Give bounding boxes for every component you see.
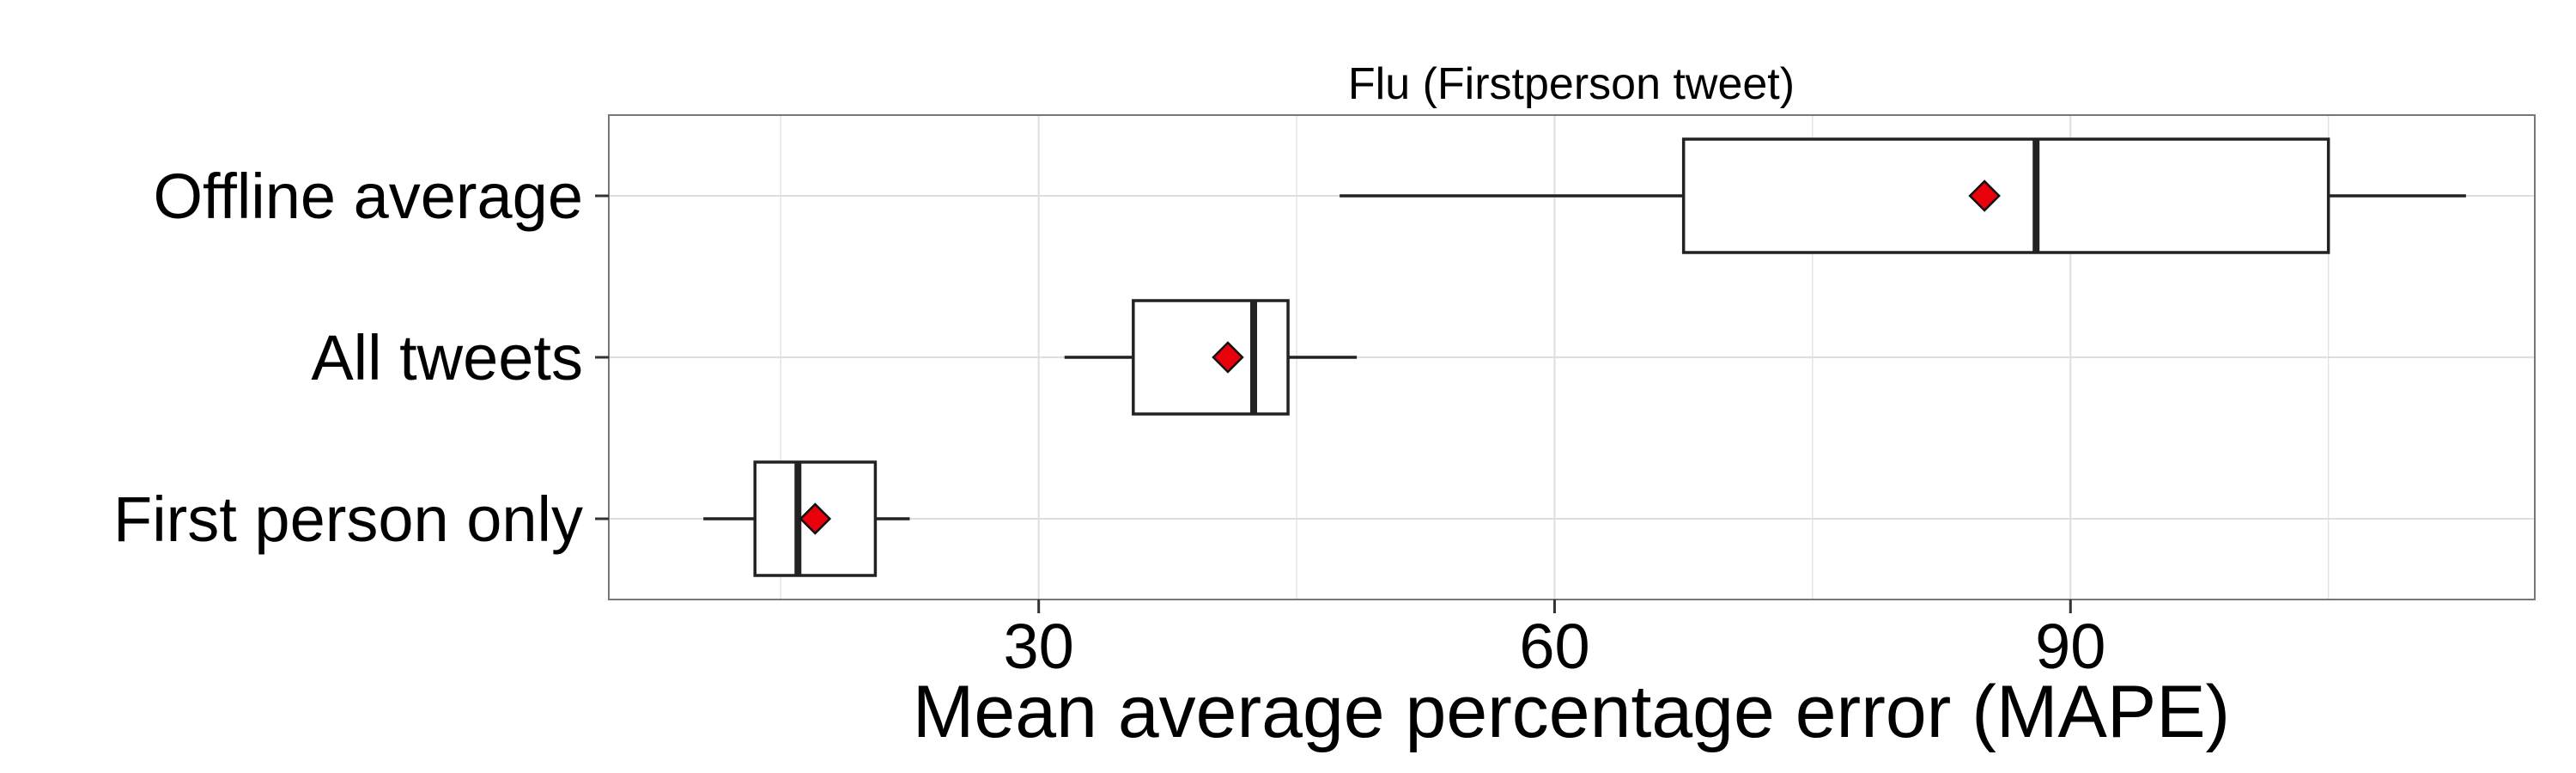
box-iqr [1132,299,1290,416]
x-tick-label: 60 [1519,611,1589,682]
mean-marker [1212,341,1244,374]
box-all-tweets [1064,299,1358,416]
axes: Offline average All tweets First person on… [113,161,2105,682]
x-tick-label: 90 [2035,611,2105,682]
mean-marker [799,502,832,535]
boxes [703,137,2466,577]
chart-title: Flu (Firstperson tweet) [1348,59,1795,109]
mean-marker [1968,180,2001,212]
box-offline-average [1340,137,2466,254]
y-category-label: First person only [113,484,583,555]
y-category-label: All tweets [311,322,583,393]
x-tick-label: 30 [1004,611,1074,682]
box-iqr [1681,137,2330,254]
y-category-label: Offline average [153,161,583,232]
box-first-person-only [703,460,910,577]
x-axis-title: Mean average percentage error (MAPE) [913,671,2230,753]
